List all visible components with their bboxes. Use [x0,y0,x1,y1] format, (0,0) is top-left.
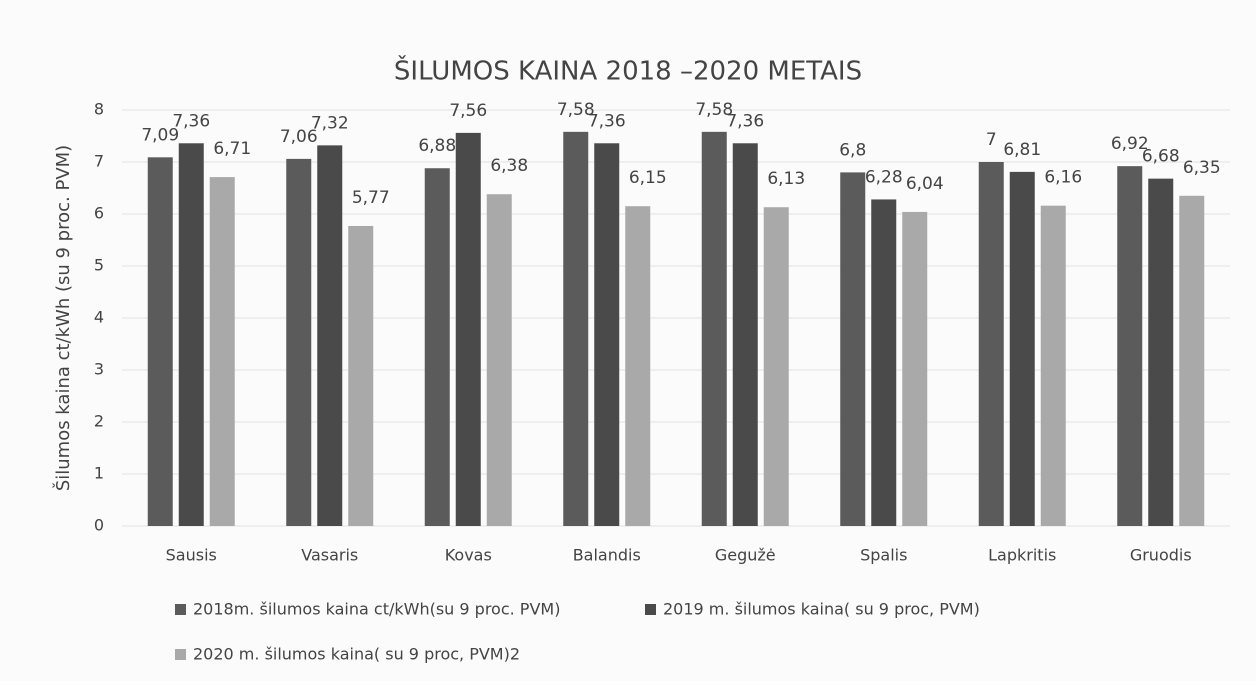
bar [286,158,312,526]
data-label: 7 [986,130,997,150]
data-label: 6,35 [1183,158,1221,178]
bar [1148,178,1174,526]
data-label: 6,68 [1142,147,1180,167]
x-tick-label: Balandis [573,546,641,565]
y-tick-label: 3 [94,360,104,379]
bar [1117,166,1143,526]
data-label: 6,15 [629,168,667,188]
data-label: 6,71 [213,139,251,159]
data-label: 7,58 [557,100,595,120]
bar [871,199,897,526]
chart-title: ŠILUMOS KAINA 2018 –2020 METAIS [394,55,862,87]
y-tick-label: 6 [94,204,104,223]
y-tick-label: 4 [94,308,104,327]
bar [1179,195,1205,527]
x-tick-label: Spalis [860,546,907,565]
data-label: 7,09 [141,125,179,145]
legend-label: 2020 m. šilumos kaina( su 9 proc, PVM)2 [193,645,520,664]
data-label: 6,81 [1003,140,1041,160]
y-tick-label: 2 [94,412,104,431]
x-tick-label: Lapkritis [988,546,1056,565]
x-tick-label: Vasaris [301,546,358,565]
data-label: 7,36 [172,111,210,131]
data-label: 7,32 [311,113,349,133]
data-label: 6,04 [906,174,944,194]
bar [840,172,866,526]
data-label: 6,92 [1111,134,1149,154]
data-label: 5,77 [352,188,390,208]
y-tick-label: 1 [94,464,104,483]
legend-swatch [175,649,186,660]
bar [348,225,374,526]
bar [147,157,173,526]
bar [763,207,789,527]
legend-label: 2018m. šilumos kaina ct/kWh(su 9 proc. P… [193,600,560,619]
bar [625,206,651,526]
data-label: 6,28 [865,167,903,187]
x-tick-label: Sausis [166,546,217,565]
bar [486,194,512,527]
bar [178,143,204,526]
x-tick-label: Gruodis [1130,546,1192,565]
data-label: 7,58 [695,100,733,120]
legend-swatch [645,604,656,615]
legend-swatch [175,604,186,615]
bar [594,143,620,526]
bar [563,131,589,526]
data-label: 6,16 [1044,168,1082,188]
bar [701,131,727,526]
bar [209,177,235,526]
data-label: 6,38 [490,156,528,176]
data-label: 6,13 [767,169,805,189]
y-tick-label: 8 [94,100,104,119]
data-label: 6,8 [839,140,866,160]
y-axis-label: Šilumos kaina ct/kWh (su 9 proc. PVM) [52,145,74,491]
data-label: 7,06 [280,127,318,147]
bar [902,211,928,527]
y-tick-label: 7 [94,152,104,171]
data-label: 7,36 [726,111,764,131]
bar [1009,171,1035,526]
x-tick-label: Kovas [445,546,492,565]
bar [317,145,343,527]
bar [424,168,450,527]
bar [1040,205,1066,526]
bar [978,162,1004,526]
bar [732,143,758,526]
y-tick-label: 5 [94,256,104,275]
bar [455,132,481,526]
data-label: 7,36 [588,111,626,131]
legend-label: 2019 m. šilumos kaina( su 9 proc, PVM) [663,600,980,619]
data-label: 6,88 [418,136,456,156]
data-label: 7,56 [449,101,487,121]
y-tick-label: 0 [94,516,104,535]
x-tick-label: Gegužė [715,546,776,565]
